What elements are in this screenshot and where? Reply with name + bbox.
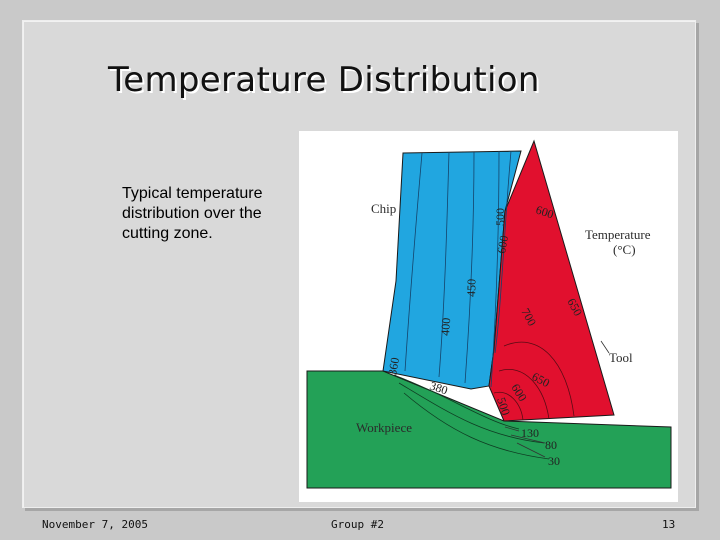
isotherm-chip-450: 450 — [464, 279, 479, 297]
tool-region — [488, 139, 615, 422]
page-number: 13 — [662, 518, 676, 531]
isotherm-chip-500: 500 — [493, 208, 507, 226]
isotherm-chip-360: 360 — [385, 356, 402, 376]
footer-group: Group #2 — [331, 518, 384, 531]
isotherm-work-30: 30 — [548, 454, 560, 468]
slide-title: Temperature Distribution — [108, 60, 540, 100]
slide-caption: Typical temperature distribution over th… — [122, 185, 263, 242]
tool-isotherm-lines — [493, 341, 575, 421]
temperature-label: Temperature — [585, 227, 651, 242]
workpiece-isotherm-lines — [393, 374, 550, 460]
cutting-zone-diagram: Chip Temperature (°C) Tool Workpiece 500… — [306, 139, 672, 489]
isotherm-work-80: 80 — [545, 438, 557, 452]
workpiece-label: Workpiece — [356, 420, 412, 435]
footer-date: November 7, 2005 — [42, 518, 148, 531]
isotherm-tool-600: 600 — [534, 203, 555, 222]
chip-label: Chip — [371, 201, 396, 216]
isotherm-chip-400: 400 — [438, 317, 453, 336]
label-leaders — [504, 340, 610, 458]
tool-label: Tool — [609, 350, 633, 365]
chip-isotherm-lines — [404, 150, 512, 388]
isotherm-chip-380: 380 — [428, 379, 449, 398]
temperature-unit-label: (°C) — [613, 242, 636, 257]
isotherm-work-130: 130 — [521, 426, 539, 440]
isotherm-chip-600: 600 — [494, 234, 511, 254]
temperature-distribution-figure: Chip Temperature (°C) Tool Workpiece 500… — [299, 131, 678, 502]
isotherm-tool-500-lower: 500 — [494, 396, 513, 417]
